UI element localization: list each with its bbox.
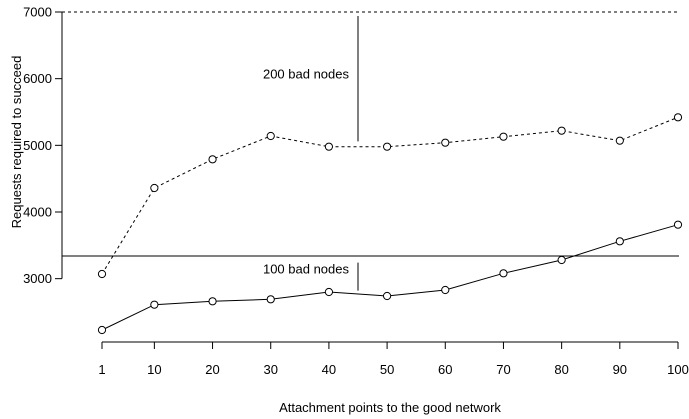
series-2-line bbox=[101, 224, 679, 331]
y-tick-label: 4000 bbox=[23, 205, 52, 220]
x-tick-label: 90 bbox=[613, 362, 627, 377]
series-1-point bbox=[266, 131, 275, 141]
series-1-point bbox=[557, 126, 566, 135]
series-1-point bbox=[150, 183, 159, 193]
x-tick-label: 1 bbox=[98, 362, 105, 377]
series-2-point bbox=[208, 297, 217, 306]
x-tick-label: 30 bbox=[263, 362, 277, 377]
x-tick-label: 80 bbox=[554, 362, 568, 377]
x-tick-label: 20 bbox=[205, 362, 219, 377]
series-1-point bbox=[382, 142, 392, 151]
x-tick-label: 70 bbox=[496, 362, 510, 377]
x-tick-label: 50 bbox=[380, 362, 394, 377]
series-2-point bbox=[324, 287, 334, 297]
x-tick-label: 60 bbox=[438, 362, 452, 377]
y-axis: 3000 4000 5000 6000 7000 bbox=[23, 5, 63, 286]
series-2-point bbox=[499, 269, 508, 278]
series-1-point bbox=[208, 155, 217, 164]
series-2-point bbox=[673, 220, 683, 229]
series-2-point bbox=[615, 237, 624, 246]
x-axis-label: Attachment points to the good network bbox=[279, 400, 501, 415]
series-2-point bbox=[557, 255, 566, 265]
series-1-point bbox=[441, 138, 450, 147]
series-1-point bbox=[499, 132, 508, 141]
series-2-point bbox=[382, 291, 392, 301]
x-tick-label: 10 bbox=[147, 362, 161, 377]
y-tick-label: 7000 bbox=[23, 5, 52, 20]
y-tick-label: 6000 bbox=[23, 71, 52, 86]
x-tick-label: 40 bbox=[322, 362, 336, 377]
series-2-point bbox=[266, 295, 275, 304]
series-1-point bbox=[673, 113, 683, 122]
y-tick-label: 3000 bbox=[23, 271, 52, 286]
series-2-point bbox=[97, 325, 107, 335]
series-1-line bbox=[101, 116, 679, 275]
x-tick-label: 100 bbox=[667, 362, 689, 377]
series-1-point bbox=[324, 142, 334, 151]
annotations: 200 bad nodes 100 bad nodes bbox=[263, 16, 359, 291]
annotation-label: 200 bad nodes bbox=[263, 67, 350, 82]
series-2-point bbox=[441, 285, 450, 295]
y-tick-label: 5000 bbox=[23, 138, 52, 153]
annotation-label: 100 bad nodes bbox=[263, 261, 350, 276]
series-1-point bbox=[97, 269, 107, 279]
series-2-point bbox=[150, 300, 159, 309]
x-axis: 1 10 20 30 40 50 60 70 80 90 100 bbox=[98, 341, 689, 377]
series-1-point bbox=[615, 136, 624, 145]
plot-area bbox=[62, 11, 683, 335]
y-axis-label: Requests required to succeed bbox=[9, 56, 24, 229]
